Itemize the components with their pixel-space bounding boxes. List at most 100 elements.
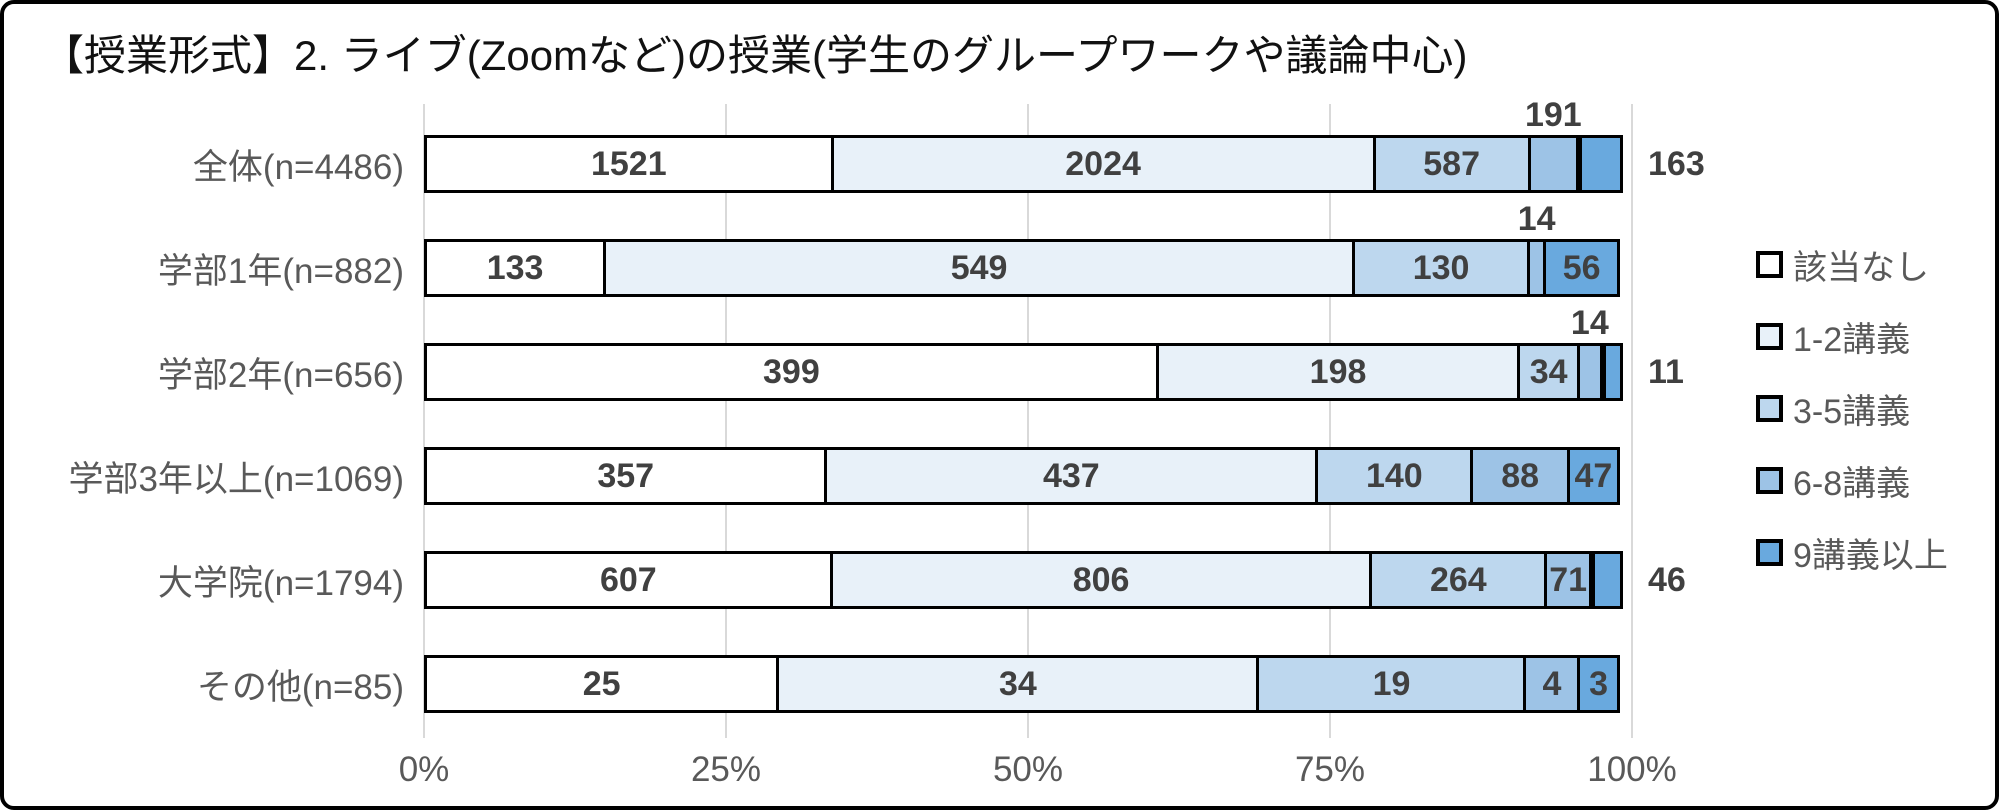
bar-row: 学部3年以上(n=1069) 357 437 140 88 47 — [4, 424, 1995, 528]
gridline — [1329, 104, 1331, 738]
bar-segment: 34 — [1517, 343, 1580, 401]
above-value-label: 14 — [1570, 304, 1609, 342]
gridline — [1027, 104, 1029, 738]
bar-segment: 25 — [424, 655, 780, 713]
legend-swatch — [1756, 538, 1783, 566]
legend-label: 6-8講義 — [1793, 464, 1911, 503]
bar-segment — [1579, 135, 1623, 193]
legend-swatch — [1756, 322, 1783, 350]
above-value-label: 191 — [1524, 96, 1582, 134]
outside-value-label: 163 — [1648, 145, 1705, 183]
bar-segment: 1521 — [424, 135, 834, 193]
segment-value-label: 130 — [1412, 249, 1470, 287]
bar-segment: 399 — [424, 343, 1159, 401]
chart-title: 【授業形式】2. ライブ(Zoomなど)の授業(学生のグループワークや議論中心) — [42, 32, 1468, 79]
legend-swatch — [1756, 466, 1783, 494]
bar-segment: 133 — [424, 239, 607, 297]
category-label: 学部1年(n=882) — [157, 251, 404, 291]
x-tick-label: 75% — [1294, 750, 1366, 789]
legend-label: 3-5講義 — [1793, 392, 1911, 431]
segment-value-label: 71 — [1549, 561, 1588, 599]
bar-segment: 549 — [603, 239, 1356, 297]
segment-value-label: 88 — [1501, 457, 1540, 495]
segment-value-label: 587 — [1423, 145, 1480, 183]
bar-segment: 140 — [1315, 447, 1474, 505]
bar-segment: 71 — [1544, 551, 1592, 609]
segment-value-label: 19 — [1372, 665, 1411, 703]
outside-value-label: 46 — [1648, 561, 1686, 599]
legend-label: 1-2講義 — [1793, 320, 1911, 359]
legend: 該当なし 1-2講義 3-5講義 6-8講義 9講義以上 — [1756, 248, 1948, 608]
gridline — [1631, 104, 1633, 738]
segment-value-label: 264 — [1429, 561, 1487, 599]
bar-segment: 88 — [1470, 447, 1570, 505]
x-tick-label: 100% — [1587, 750, 1677, 789]
segment-value-label: 198 — [1309, 353, 1367, 391]
bar-segment: 14 — [1518, 202, 1556, 297]
bar-track: 133 549 130 14 56 — [424, 202, 1632, 297]
bar-track: 399 198 34 14 11 — [424, 306, 1684, 401]
segment-value-label: 34 — [998, 665, 1037, 703]
bar-track: 357 437 140 88 47 — [424, 447, 1632, 505]
category-label: 全体(n=4486) — [192, 147, 404, 187]
bar-track: 607 806 264 71 46 — [424, 551, 1686, 609]
segment-value-label: 133 — [486, 249, 544, 287]
legend-item: 6-8講義 — [1756, 464, 1948, 503]
legend-item: 3-5講義 — [1756, 392, 1948, 431]
gridline — [725, 104, 727, 738]
above-value-label: 14 — [1517, 200, 1556, 238]
legend-swatch — [1756, 394, 1783, 422]
bar-segment — [1592, 551, 1623, 609]
segment-value-label: 4 — [1542, 665, 1562, 703]
segment-value-label: 806 — [1072, 561, 1130, 599]
x-tick-label: 50% — [992, 750, 1064, 789]
legend-swatch — [1756, 250, 1783, 278]
bar-row: 全体(n=4486) 1521 2024 587 191 163 — [4, 98, 1995, 216]
category-label: その他(n=85) — [196, 667, 404, 707]
legend-item: 1-2講義 — [1756, 320, 1948, 359]
segment-value-label: 1521 — [590, 145, 667, 183]
bar-rows: 全体(n=4486) 1521 2024 587 191 163 学部1年(n=882) 13… — [4, 98, 1995, 736]
gridlines-layer — [4, 4, 1995, 806]
bar-segment: 2024 — [830, 135, 1376, 193]
bar-track: 25 34 19 4 3 — [424, 655, 1632, 713]
segment-value-label: 399 — [763, 353, 820, 391]
bar-segment: 4 — [1523, 655, 1581, 713]
legend-label: 9講義以上 — [1793, 536, 1948, 575]
bar-segment: 264 — [1369, 551, 1548, 609]
legend-item: 9講義以上 — [1756, 536, 1948, 575]
bar-segment: 198 — [1155, 343, 1521, 401]
bar-segment: 56 — [1543, 239, 1620, 297]
bar-segment: 47 — [1566, 447, 1620, 505]
category-label: 大学院(n=1794) — [157, 563, 404, 603]
legend-item: 該当なし — [1756, 248, 1948, 287]
bar-segment: 14 — [1571, 306, 1609, 401]
bar-segment: 806 — [829, 551, 1373, 609]
segment-value-label: 3 — [1589, 665, 1609, 703]
category-label: 学部3年以上(n=1069) — [68, 459, 404, 499]
segment-value-label: 34 — [1529, 353, 1568, 391]
bar-segment: 130 — [1352, 239, 1531, 297]
bar-segment: 191 — [1525, 98, 1582, 193]
x-tick-label: 25% — [690, 750, 762, 789]
bar-segment: 357 — [424, 447, 828, 505]
bar-row: 大学院(n=1794) 607 806 264 71 46 — [4, 528, 1995, 632]
bar-row: 学部1年(n=882) 133 549 130 14 56 — [4, 202, 1995, 320]
segment-value-label: 357 — [597, 457, 655, 495]
segment-value-label: 607 — [599, 561, 657, 599]
bar-segment: 3 — [1577, 655, 1620, 713]
segment-value-label: 140 — [1365, 457, 1423, 495]
bar-segment: 607 — [424, 551, 833, 609]
segment-value-label: 549 — [950, 249, 1008, 287]
bar-track: 1521 2024 587 191 163 — [424, 98, 1705, 193]
segment-value-label: 2024 — [1065, 145, 1141, 183]
bar-segment: 19 — [1256, 655, 1527, 713]
outside-value-label: 11 — [1648, 353, 1684, 391]
bar-segment — [1602, 343, 1623, 401]
bar-row: 学部2年(n=656) 399 198 34 14 11 — [4, 306, 1995, 424]
bar-segment: 34 — [776, 655, 1260, 713]
bar-row: その他(n=85) 25 34 19 4 3 — [4, 632, 1995, 736]
bar-segment: 587 — [1372, 135, 1531, 193]
bar-segment: 437 — [824, 447, 1319, 505]
